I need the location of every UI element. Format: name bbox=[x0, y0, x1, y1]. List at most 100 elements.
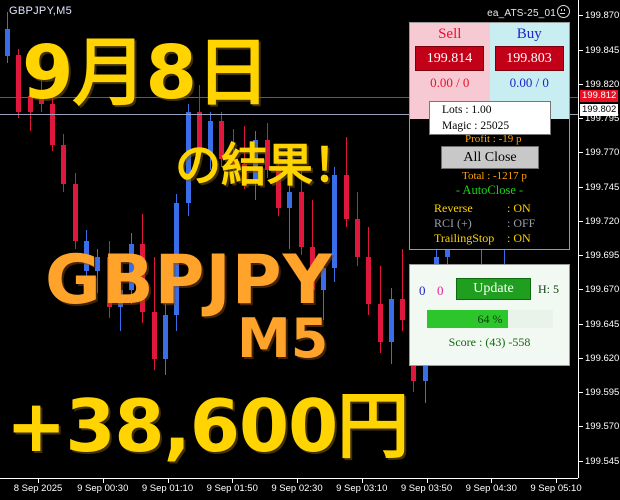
overlay-date-text: 9月8日 bbox=[22, 30, 270, 116]
candle-body bbox=[388, 298, 394, 343]
price-tick: 199.545 bbox=[579, 456, 620, 468]
sell-caption: Sell bbox=[438, 26, 462, 42]
candle-body bbox=[95, 257, 101, 272]
candle-wick bbox=[402, 249, 404, 332]
price-tick: 199.645 bbox=[579, 319, 620, 331]
candle-body bbox=[264, 139, 270, 170]
price-scale[interactable]: 199.870 199.845 199.820 199.795 199.770 199.7… bbox=[578, 0, 620, 478]
price-tick: 199.770 bbox=[579, 147, 620, 159]
sell-price-button[interactable]: 199.814 bbox=[415, 46, 484, 71]
price-tick: 199.670 bbox=[579, 284, 620, 296]
overlay-pair-text: GBPJPY bbox=[45, 241, 333, 320]
candle-body bbox=[366, 257, 372, 305]
candle-body bbox=[377, 304, 383, 343]
trailingstop-value: : ON bbox=[507, 231, 531, 245]
candle-body bbox=[343, 175, 349, 220]
time-tick bbox=[426, 479, 428, 483]
candle-body bbox=[72, 183, 78, 242]
ea-update-panel: 0 0 Update H: 5 64 % Score : (43) -558 bbox=[409, 264, 570, 366]
ea-name-text: ea_ATS-25_01 bbox=[487, 8, 556, 19]
ask-price-tag: 199.802 bbox=[580, 103, 619, 116]
candle-body bbox=[309, 246, 315, 291]
bid-line bbox=[0, 96, 578, 98]
time-tick bbox=[361, 479, 363, 483]
candle-body bbox=[230, 158, 236, 165]
overlay-timeframe-text: M5 bbox=[237, 307, 329, 370]
price-tick: 199.820 bbox=[579, 79, 620, 91]
score-label: Score : (43) -558 bbox=[448, 335, 531, 349]
price-tick: 199.795 bbox=[579, 113, 620, 125]
candle-body bbox=[129, 243, 135, 291]
time-tick bbox=[556, 479, 557, 483]
time-tick bbox=[232, 479, 234, 483]
price-tick: 199.595 bbox=[579, 387, 620, 399]
overlay-profit-text: +38,600円 bbox=[6, 384, 409, 468]
price-tick: 199.695 bbox=[579, 250, 620, 262]
candle-body bbox=[332, 175, 338, 269]
time-label: 9 Sep 04:30 bbox=[465, 483, 517, 494]
time-tick bbox=[102, 479, 104, 483]
ask-line bbox=[0, 114, 578, 116]
time-axis[interactable]: 8 Sep 2025 9 Sep 00:30 9 Sep 01:10 9 Sep 01… bbox=[0, 478, 582, 500]
time-label: 9 Sep 03:50 bbox=[400, 483, 453, 494]
reverse-key: Reverse bbox=[434, 201, 473, 215]
rci-value: : OFF bbox=[507, 216, 536, 230]
candle-body bbox=[185, 112, 191, 203]
update-button[interactable]: Update bbox=[456, 278, 531, 300]
candle-wick bbox=[323, 260, 325, 321]
overlay-result-text: の結果！ bbox=[175, 138, 359, 192]
candle-body bbox=[208, 120, 214, 154]
candle-body bbox=[298, 191, 304, 247]
smiley-face-icon bbox=[557, 5, 570, 18]
time-tick bbox=[491, 479, 493, 483]
time-label: 9 Sep 01:10 bbox=[141, 483, 194, 494]
time-label: 9 Sep 02:30 bbox=[271, 483, 323, 494]
buy-caption: Buy bbox=[516, 26, 542, 42]
candle-wick bbox=[119, 282, 121, 332]
candle-body bbox=[38, 95, 44, 105]
buy-lots-label: 0.00 / 0 bbox=[509, 75, 549, 90]
time-tick bbox=[297, 479, 298, 483]
bid-price-tag: 199.812 bbox=[580, 89, 619, 102]
candle-body bbox=[321, 268, 327, 291]
magic-line: Magic : 25025 bbox=[442, 120, 510, 132]
candle-body bbox=[275, 169, 281, 209]
progress-bar-fill bbox=[427, 310, 508, 328]
price-tick: 199.570 bbox=[579, 421, 620, 433]
time-tick bbox=[38, 479, 39, 483]
candle-body bbox=[27, 95, 33, 113]
candle-body bbox=[400, 298, 406, 321]
price-tick: 199.720 bbox=[579, 216, 620, 228]
candle-body bbox=[16, 54, 22, 113]
time-label: 9 Sep 01:50 bbox=[206, 483, 258, 494]
sell-lots-label: 0.00 / 0 bbox=[430, 75, 470, 90]
candle-wick bbox=[232, 128, 234, 173]
time-tick bbox=[167, 479, 169, 483]
candle-body bbox=[242, 164, 248, 181]
candle-wick bbox=[244, 126, 246, 189]
counter-b: 0 bbox=[437, 283, 444, 298]
price-tick: 199.845 bbox=[579, 45, 620, 57]
time-label: 8 Sep 2025 bbox=[13, 483, 63, 494]
counter-a: 0 bbox=[419, 283, 426, 298]
buy-price-button[interactable]: 199.803 bbox=[494, 46, 564, 71]
candle-body bbox=[287, 191, 293, 209]
lots-magic-box: Lots : 1.00 Magic : 25025 bbox=[429, 101, 551, 135]
all-close-button[interactable]: All Close bbox=[441, 146, 539, 169]
candle-body bbox=[151, 312, 157, 359]
rci-key: RCI (+) bbox=[434, 216, 472, 230]
candle-wick bbox=[97, 249, 99, 294]
lots-line: Lots : 1.00 bbox=[442, 104, 492, 116]
candle-body bbox=[84, 241, 90, 272]
candle-body bbox=[174, 202, 180, 315]
time-label: 9 Sep 03:10 bbox=[336, 483, 388, 494]
candle-body bbox=[61, 145, 67, 184]
symbol-period-label: GBPJPY,M5 bbox=[9, 5, 73, 17]
ea-trade-panel: Sell 199.814 0.00 / 0 Buy 199.803 0.00 /… bbox=[409, 22, 570, 250]
candle-body bbox=[253, 139, 259, 181]
progress-bar: 64 % bbox=[427, 310, 553, 328]
candle-body bbox=[219, 120, 225, 159]
candle-wick bbox=[289, 183, 291, 250]
candle-body bbox=[163, 315, 169, 359]
